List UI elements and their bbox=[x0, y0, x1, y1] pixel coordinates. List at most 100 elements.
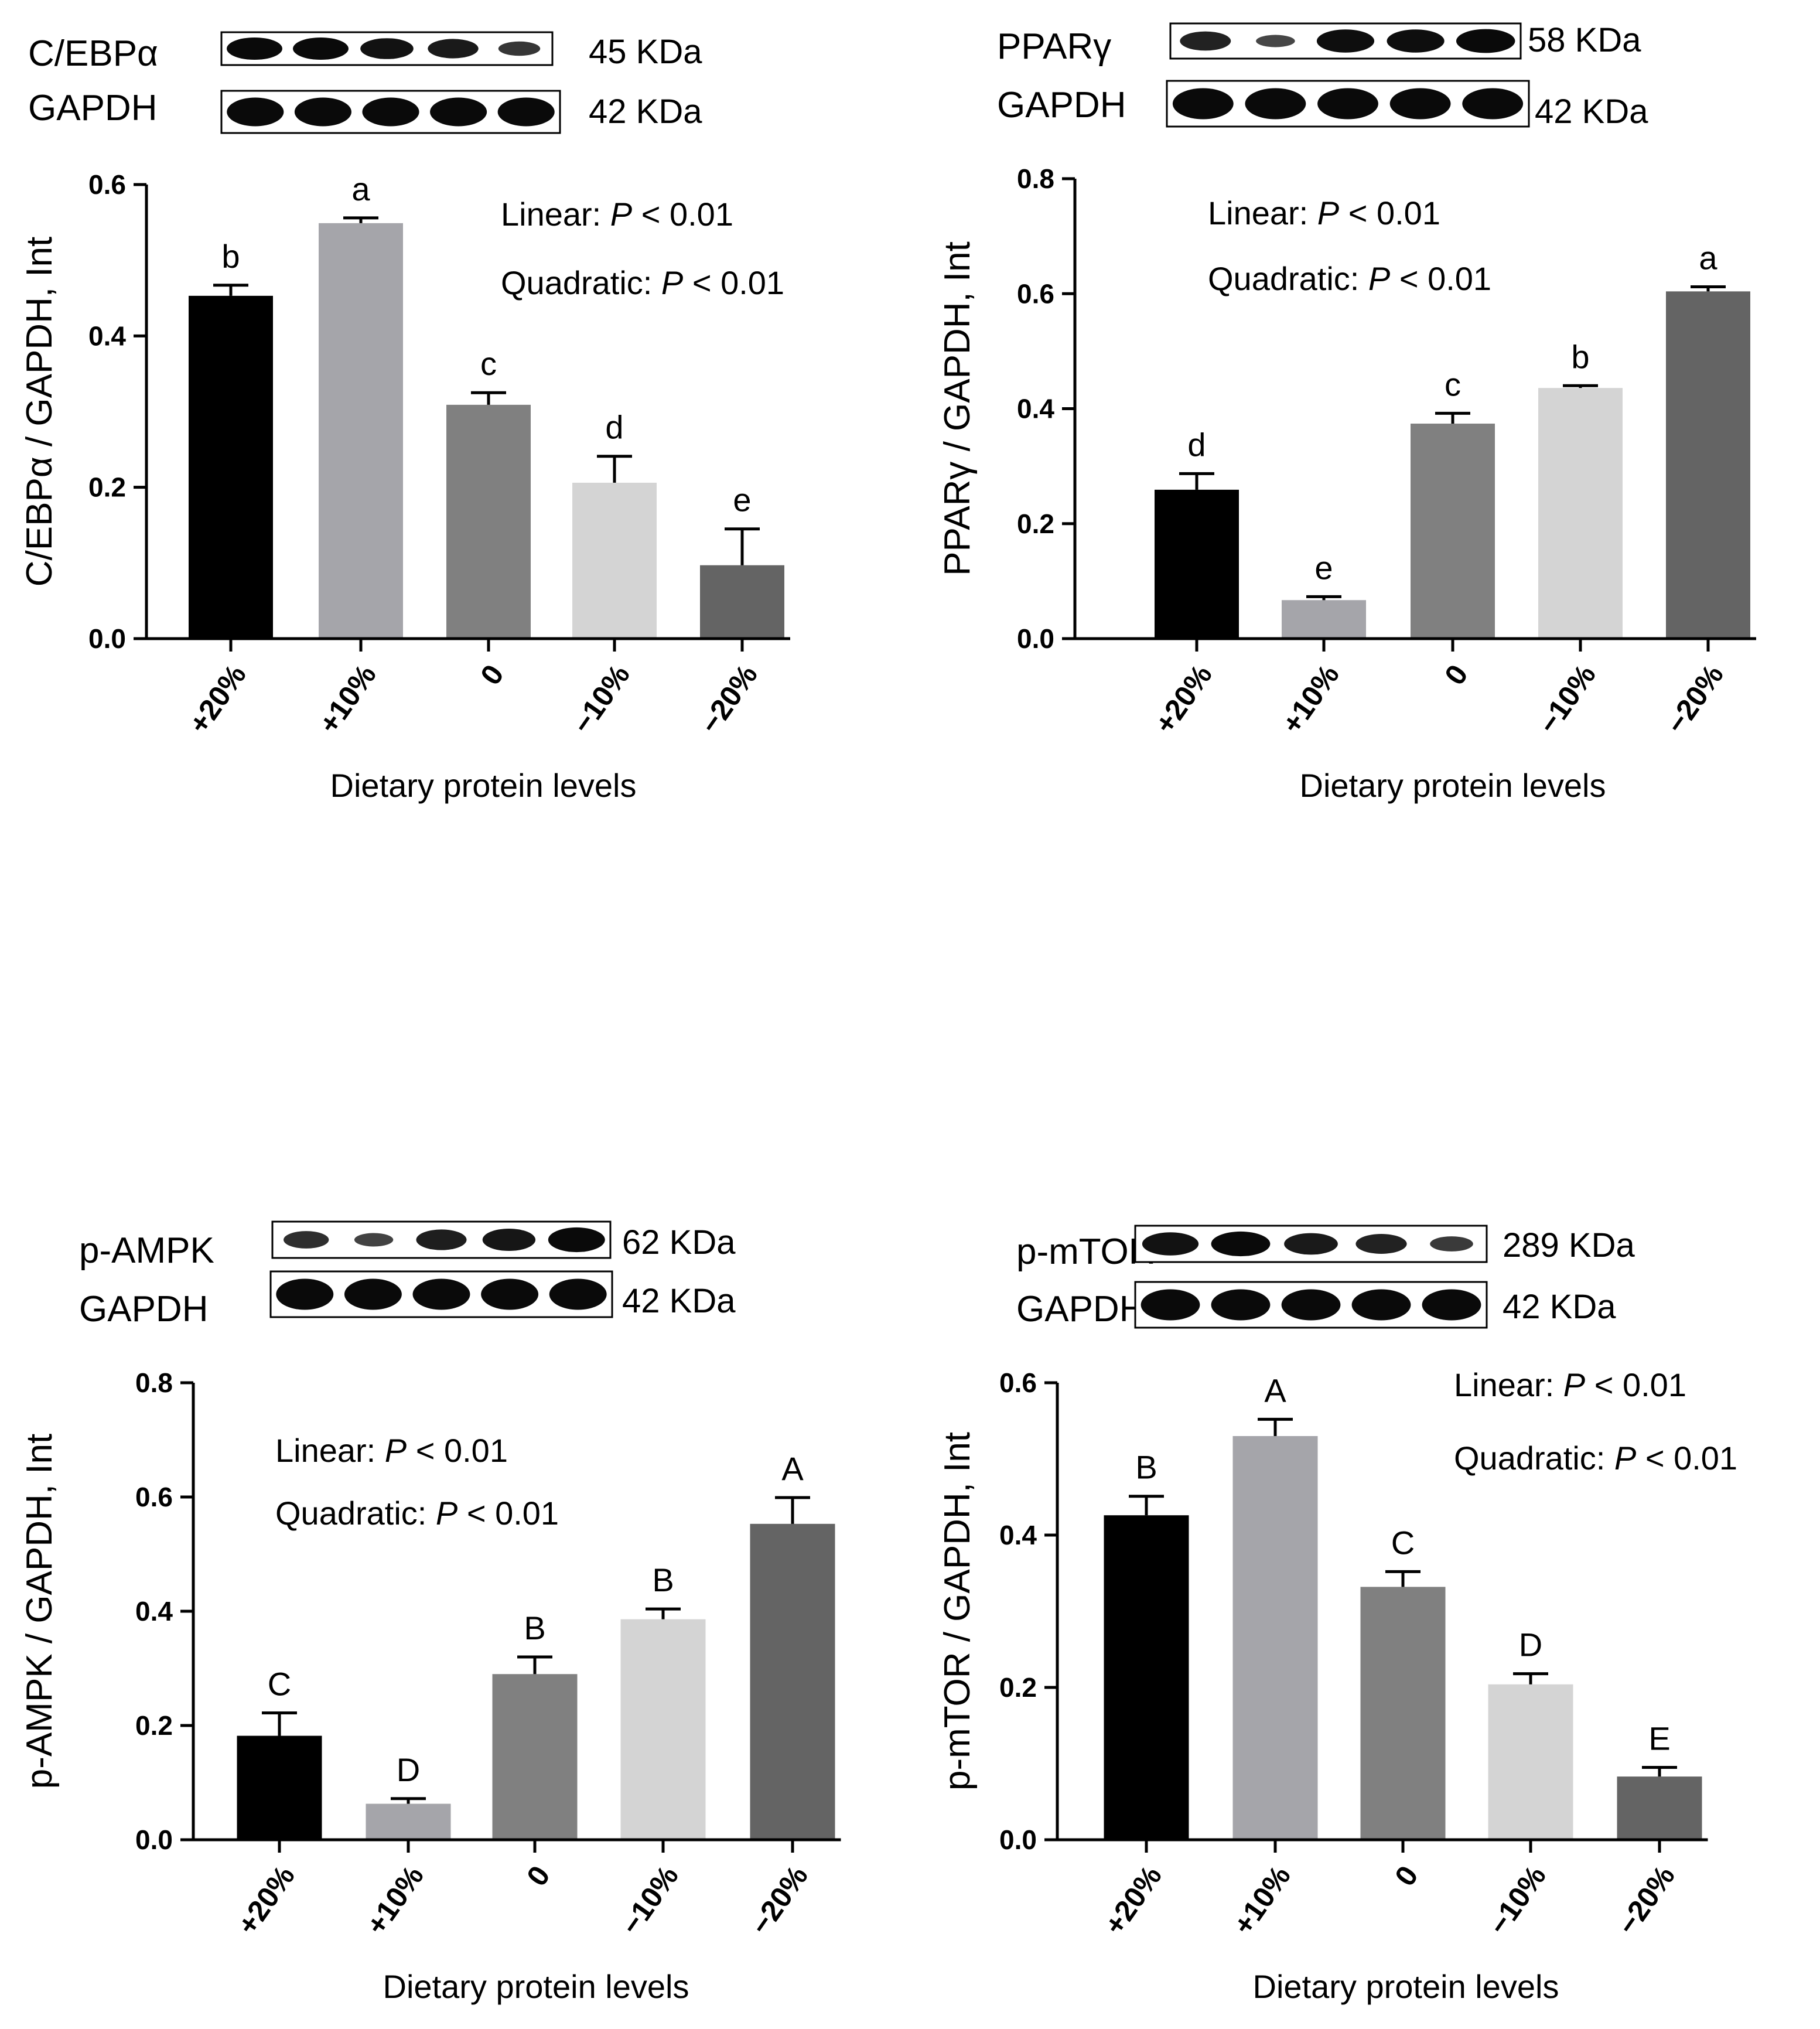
chart-panel-cebpa: C/EBPα GAPDH 45 KDa 42 KDa b +20% a +10% c 0 d −10%… bbox=[0, 0, 914, 996]
stat-linear-p: P bbox=[1317, 195, 1339, 231]
stat-quadratic-p: P bbox=[436, 1495, 457, 1532]
blot-protein-label: C/EBPα bbox=[28, 33, 158, 74]
significance-letter: A bbox=[781, 1450, 804, 1487]
blot-band bbox=[481, 1278, 539, 1310]
x-tick-label: +10% bbox=[312, 659, 383, 739]
significance-letter: b bbox=[221, 238, 240, 275]
blot-band bbox=[1387, 29, 1445, 53]
x-axis-title: Dietary protein levels bbox=[1253, 1968, 1559, 2005]
significance-letter: c bbox=[480, 345, 497, 382]
stat-linear-value: < 0.01 bbox=[1585, 1366, 1686, 1403]
y-tick-label: 0.6 bbox=[135, 1482, 173, 1512]
x-axis-title: Dietary protein levels bbox=[1300, 767, 1606, 804]
stat-quadratic: Quadratic: P < 0.01 bbox=[501, 264, 784, 301]
y-tick-label: 0.2 bbox=[1017, 509, 1054, 539]
blot-band bbox=[293, 37, 349, 60]
stat-linear-p: P bbox=[1563, 1366, 1585, 1403]
significance-letter: C bbox=[1391, 1524, 1415, 1561]
blot-band bbox=[1245, 88, 1306, 120]
y-tick-label: 0.2 bbox=[88, 472, 126, 503]
x-tick-label: +20% bbox=[231, 1860, 301, 1941]
y-axis-title: p-AMPK / GAPDH, Int bbox=[19, 1434, 60, 1789]
stat-linear: Linear: P < 0.01 bbox=[275, 1432, 508, 1469]
bar bbox=[1360, 1587, 1446, 1840]
significance-letter: D bbox=[1519, 1626, 1542, 1663]
x-tick-label: +10% bbox=[360, 1860, 430, 1941]
x-tick-label: +10% bbox=[1227, 1860, 1297, 1941]
y-tick-label: 0.0 bbox=[135, 1825, 173, 1855]
stat-quadratic-label: Quadratic: bbox=[1208, 260, 1368, 297]
y-tick-label: 0.2 bbox=[135, 1710, 173, 1741]
western-blot-ppar: PPARγ GAPDH 58 KDa 42 KDa bbox=[997, 21, 1648, 131]
x-tick-label: −10% bbox=[614, 1860, 685, 1941]
significance-letter: a bbox=[1699, 239, 1717, 276]
blot-band bbox=[344, 1278, 402, 1310]
blot-band bbox=[548, 1227, 605, 1253]
bar bbox=[1411, 424, 1495, 639]
x-tick-label: −10% bbox=[566, 659, 636, 739]
stat-linear: Linear: P < 0.01 bbox=[1208, 195, 1440, 231]
x-axis-title: Dietary protein levels bbox=[330, 767, 637, 804]
blot-protein-kda: 45 KDa bbox=[589, 33, 702, 71]
significance-letter: b bbox=[1571, 338, 1589, 375]
stat-quadratic-value: < 0.01 bbox=[1636, 1440, 1737, 1476]
stat-quadratic-p: P bbox=[1368, 260, 1390, 297]
blot-reference-label: GAPDH bbox=[28, 88, 157, 128]
x-tick-label: +20% bbox=[1148, 659, 1218, 739]
bar bbox=[1617, 1776, 1702, 1840]
blot-band bbox=[1211, 1289, 1271, 1321]
stat-quadratic: Quadratic: P < 0.01 bbox=[1208, 260, 1491, 297]
blot-band bbox=[428, 39, 479, 59]
blot-protein-label: p-mTOR bbox=[1016, 1232, 1155, 1272]
bar bbox=[237, 1735, 322, 1840]
bar bbox=[1538, 388, 1623, 639]
chart-panel-ppar: PPARγ GAPDH 58 KDa 42 KDa d +20% e +10% c 0 b −10% a… bbox=[914, 0, 1820, 996]
blot-band bbox=[416, 1229, 467, 1250]
blot-reference-kda: 42 KDa bbox=[589, 93, 702, 131]
y-tick-label: 0.8 bbox=[135, 1368, 173, 1398]
significance-letter: e bbox=[1314, 549, 1333, 586]
y-tick-label: 0.4 bbox=[1017, 394, 1054, 424]
significance-letter: e bbox=[733, 482, 751, 519]
significance-letter: E bbox=[1648, 1720, 1670, 1757]
stat-quadratic: Quadratic: P < 0.01 bbox=[275, 1495, 559, 1532]
bar bbox=[1232, 1436, 1318, 1840]
blot-band bbox=[294, 97, 351, 127]
stat-linear-p: P bbox=[385, 1432, 407, 1469]
blot-protein-label: PPARγ bbox=[997, 26, 1111, 67]
stat-linear-value: < 0.01 bbox=[1339, 195, 1440, 231]
bar bbox=[446, 404, 531, 639]
y-tick-label: 0.6 bbox=[1017, 278, 1054, 309]
stat-quadratic-label: Quadratic: bbox=[501, 264, 661, 301]
blot-protein-label: p-AMPK bbox=[79, 1230, 214, 1271]
blot-band bbox=[362, 97, 419, 127]
bar bbox=[700, 565, 784, 639]
stat-linear-label: Linear: bbox=[501, 196, 610, 233]
blot-band bbox=[1141, 1289, 1200, 1321]
blot-band bbox=[1462, 88, 1524, 120]
blot-band bbox=[1256, 35, 1295, 47]
bar bbox=[492, 1674, 578, 1840]
stat-quadratic-value: < 0.01 bbox=[457, 1495, 559, 1532]
blot-band bbox=[1284, 1233, 1338, 1255]
bar bbox=[750, 1523, 835, 1840]
stat-linear-p: P bbox=[610, 196, 632, 233]
blot-band bbox=[354, 1233, 394, 1247]
significance-letter: B bbox=[652, 1561, 674, 1598]
blot-reference-kda: 42 KDa bbox=[1535, 93, 1648, 131]
significance-letter: c bbox=[1445, 366, 1461, 403]
stat-linear: Linear: P < 0.01 bbox=[1454, 1366, 1686, 1403]
bar bbox=[572, 482, 657, 639]
stat-quadratic-p: P bbox=[661, 264, 683, 301]
chart-panel-mtor: p-mTOR GAPDH 289 KDa 42 KDa B +20% A +10% C 0 D −10… bbox=[914, 996, 1820, 2029]
significance-letter: B bbox=[524, 1609, 545, 1646]
chart-svg-ampk: p-AMPK GAPDH 62 KDa 42 KDa C +20% D +10% B 0 B −10%… bbox=[19, 1220, 841, 2005]
y-axis-title: PPARγ / GAPDH, Int bbox=[937, 241, 978, 576]
blot-band bbox=[276, 1278, 334, 1310]
western-blot-mtor: p-mTOR GAPDH 289 KDa 42 KDa bbox=[1016, 1225, 1635, 1329]
blot-reference-label: GAPDH bbox=[1016, 1289, 1145, 1329]
blot-band bbox=[1142, 1232, 1199, 1256]
stat-quadratic-label: Quadratic: bbox=[1454, 1440, 1614, 1476]
x-tick-label: 0 bbox=[474, 659, 510, 691]
y-tick-label: 0.8 bbox=[1017, 163, 1054, 194]
